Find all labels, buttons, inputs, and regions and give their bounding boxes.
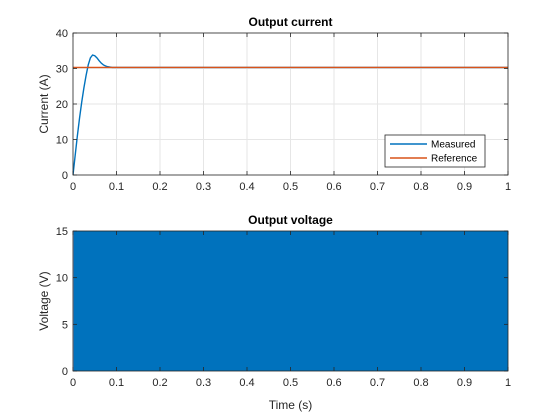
y-tick-label: 10 bbox=[56, 135, 68, 147]
y-tick-label: 30 bbox=[56, 64, 68, 76]
voltage-waveform bbox=[73, 231, 508, 371]
x-tick-label: 0.5 bbox=[283, 181, 298, 193]
y-tick-label: 5 bbox=[62, 319, 68, 331]
y-axis-label: Voltage (V) bbox=[37, 271, 51, 330]
x-tick-label: 0.1 bbox=[109, 377, 124, 389]
x-tick-label: 0.2 bbox=[152, 181, 167, 193]
x-axis-label: Time (s) bbox=[269, 398, 313, 412]
x-tick-label: 0.2 bbox=[152, 377, 167, 389]
x-tick-label: 0 bbox=[70, 181, 76, 193]
legend-entry-measured: Measured bbox=[431, 140, 475, 151]
x-tick-label: 0.6 bbox=[326, 181, 341, 193]
legend: Measured Reference bbox=[384, 134, 486, 168]
x-tick-label: 1 bbox=[505, 377, 511, 389]
x-tick-label: 0.5 bbox=[283, 377, 298, 389]
x-tick-label: 0.9 bbox=[457, 377, 472, 389]
y-tick-label: 20 bbox=[56, 99, 68, 111]
y-tick-label: 40 bbox=[56, 28, 68, 40]
y-tick-label: 10 bbox=[56, 273, 68, 285]
x-tick-label: 0.8 bbox=[413, 377, 428, 389]
series-layer bbox=[73, 231, 508, 371]
chart-title: Output voltage bbox=[248, 213, 333, 227]
x-tick-label: 1 bbox=[505, 181, 511, 193]
x-tick-label: 0.4 bbox=[239, 377, 254, 389]
x-tick-label: 0.8 bbox=[413, 181, 428, 193]
y-tick-label: 0 bbox=[62, 366, 68, 378]
y-axis-label: Current (A) bbox=[37, 74, 51, 133]
x-tick-label: 0.3 bbox=[196, 181, 211, 193]
y-tick-label: 15 bbox=[56, 226, 68, 238]
legend-box bbox=[384, 134, 486, 168]
x-tick-label: 0.3 bbox=[196, 377, 211, 389]
chart-title: Output current bbox=[249, 15, 333, 29]
legend-entry-reference: Reference bbox=[431, 154, 478, 165]
x-tick-label: 0.1 bbox=[109, 181, 124, 193]
x-tick-label: 0.4 bbox=[239, 181, 254, 193]
x-tick-label: 0.6 bbox=[326, 377, 341, 389]
x-tick-label: 0.7 bbox=[370, 377, 385, 389]
y-tick-label: 0 bbox=[62, 170, 68, 182]
x-tick-label: 0 bbox=[70, 377, 76, 389]
x-tick-label: 0.9 bbox=[457, 181, 472, 193]
x-tick-label: 0.7 bbox=[370, 181, 385, 193]
series-layer bbox=[73, 54, 508, 175]
